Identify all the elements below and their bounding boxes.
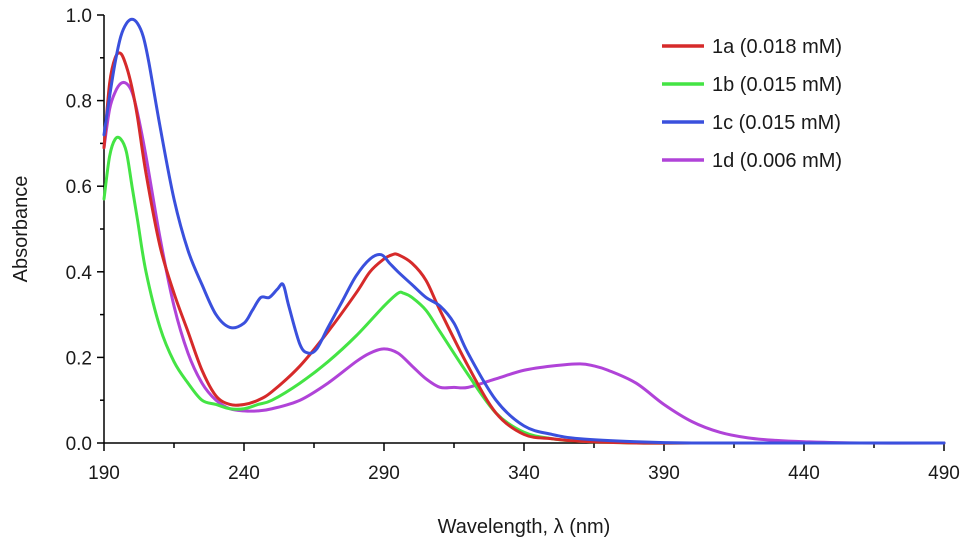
x-tick-label: 240: [228, 463, 260, 484]
legend-label: 1d (0.006 mM): [712, 150, 842, 172]
x-tick-label: 290: [368, 463, 400, 484]
series-line-4: [102, 80, 946, 445]
legend-label: 1b (0.015 mM): [712, 74, 842, 96]
y-tick-label: 0.6: [66, 177, 92, 198]
legend-label: 1c (0.015 mM): [712, 112, 841, 134]
y-tick-label: 0.0: [66, 434, 92, 455]
y-tick-label: 0.2: [66, 348, 92, 369]
y-tick-label: 1.0: [66, 6, 92, 27]
x-tick-label: 390: [648, 463, 680, 484]
tick-labels: 190 240 290 340 390 440 490 0.0 0.2 0.4 0.6 0.8 1.0: [66, 6, 960, 484]
x-axis-title: Wavelength, λ (nm): [438, 516, 611, 538]
legend: 1a (0.018 mM) 1b (0.015 mM) 1c (0.015 mM) 1…: [662, 36, 842, 172]
y-tick-label: 0.8: [66, 92, 92, 113]
y-tick-label: 0.4: [66, 263, 93, 284]
tick-marks: [97, 14, 945, 451]
y-axis-title: Absorbance: [10, 176, 32, 283]
x-tick-label: 490: [928, 463, 960, 484]
series-line-2: [102, 135, 946, 445]
series-line-3: [102, 17, 946, 445]
x-tick-label: 440: [788, 463, 820, 484]
legend-label: 1a (0.018 mM): [712, 36, 842, 58]
x-tick-label: 190: [88, 463, 120, 484]
x-tick-label: 340: [508, 463, 540, 484]
series-lines: [102, 17, 946, 445]
